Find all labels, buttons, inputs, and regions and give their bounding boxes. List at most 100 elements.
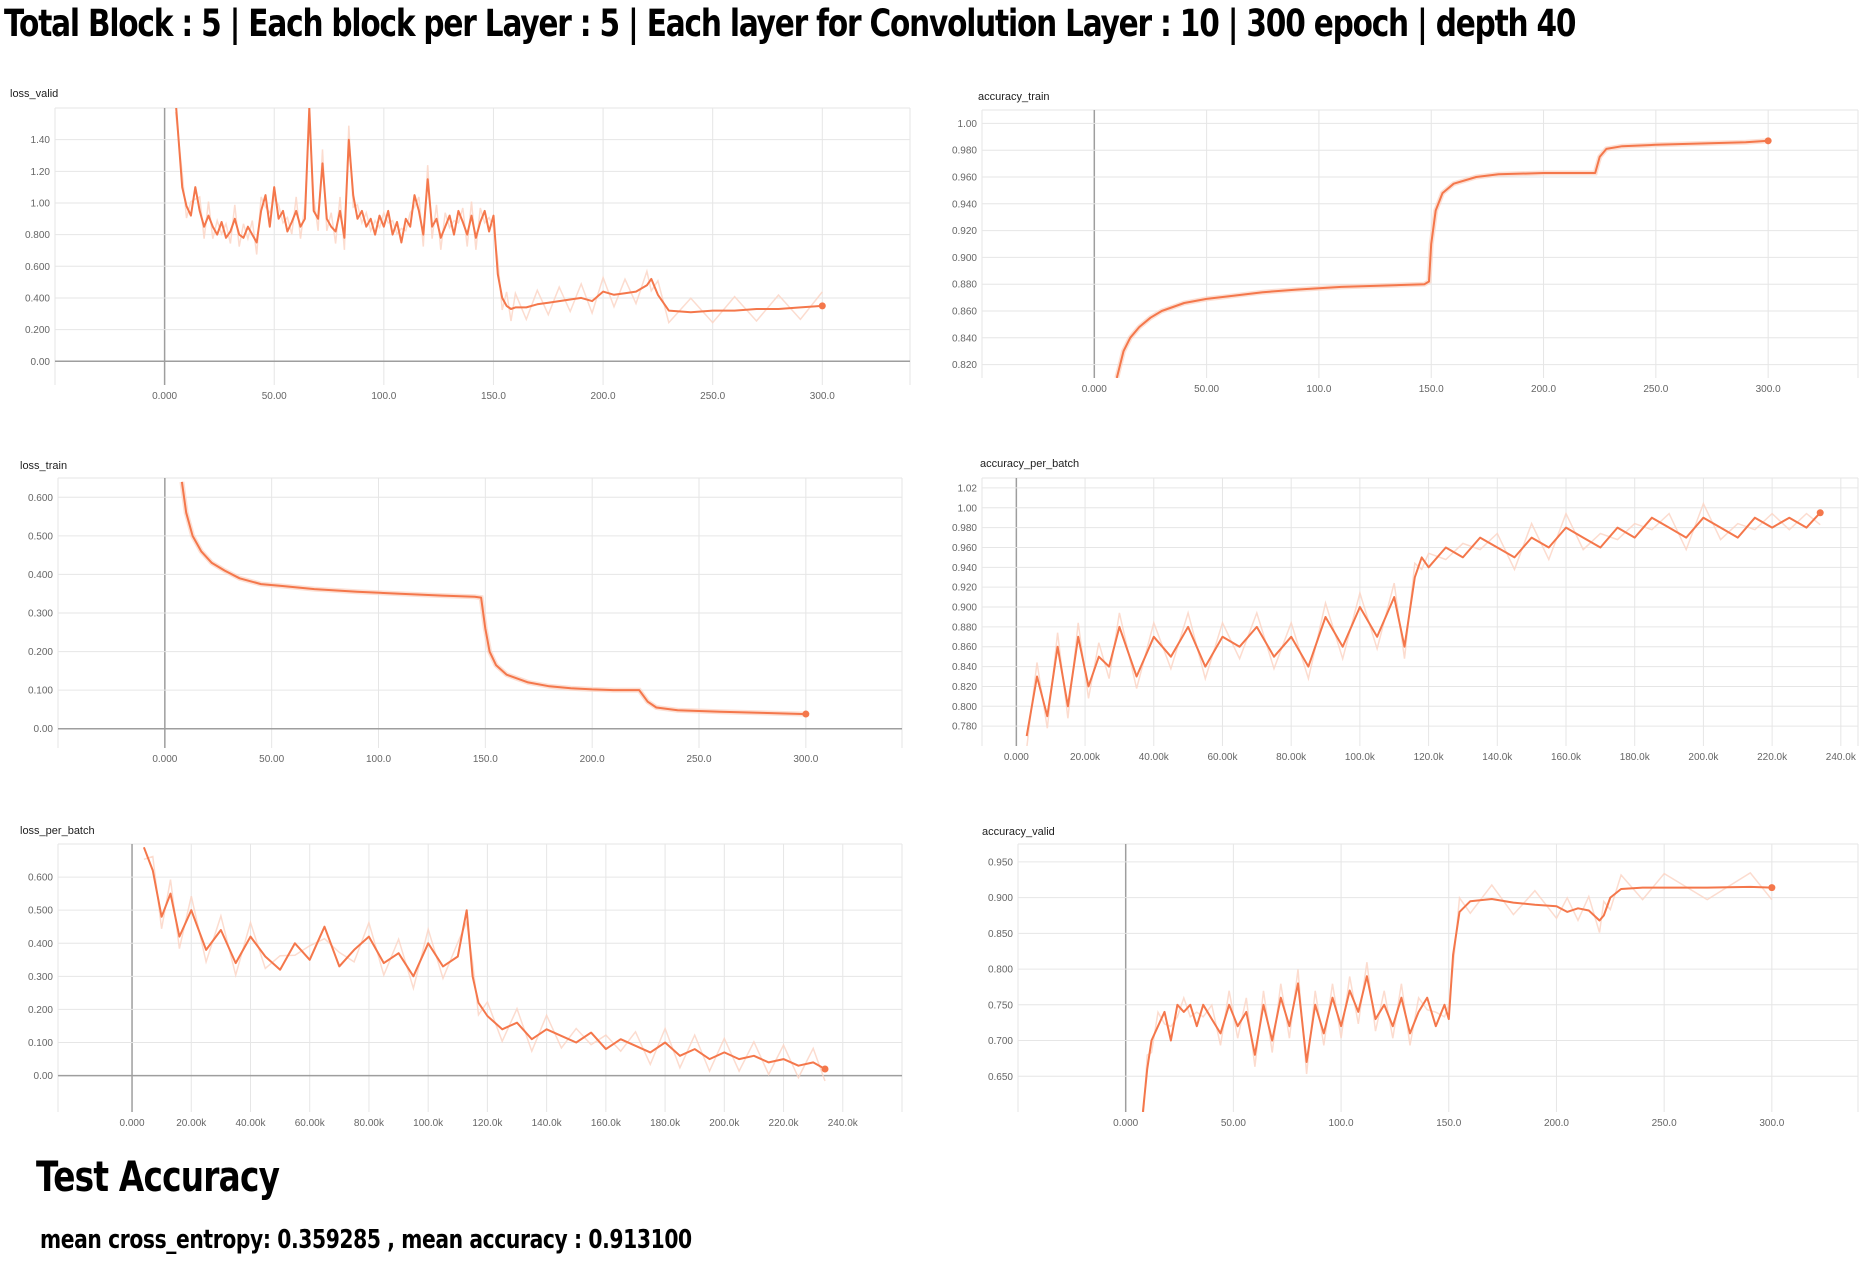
x-tick-label: 40.00k xyxy=(235,1118,266,1129)
series-line-raw xyxy=(1142,871,1773,1112)
series-end-point xyxy=(818,302,826,310)
y-tick-label: 0.100 xyxy=(28,1038,53,1049)
y-tick-label: 0.980 xyxy=(952,523,977,534)
y-tick-label: 0.00 xyxy=(34,724,54,735)
y-tick-label: 0.600 xyxy=(28,873,53,884)
y-tick-label: 0.500 xyxy=(28,906,53,917)
x-tick-label: 150.0 xyxy=(473,754,498,765)
y-tick-label: 0.200 xyxy=(28,1005,53,1016)
x-tick-label: 220.0k xyxy=(1757,752,1788,763)
x-tick-label: 60.00k xyxy=(1207,752,1238,763)
chart-label: accuracy_train xyxy=(978,91,1050,103)
y-tick-label: 0.840 xyxy=(952,333,977,344)
x-tick-label: 250.0 xyxy=(1652,1118,1677,1129)
x-tick-label: 100.0 xyxy=(1329,1118,1354,1129)
x-tick-label: 50.00 xyxy=(259,754,284,765)
x-tick-label: 200.0 xyxy=(580,754,605,765)
x-tick-label: 0.000 xyxy=(152,754,177,765)
x-tick-label: 180.0k xyxy=(650,1118,681,1129)
x-tick-label: 100.0k xyxy=(413,1118,444,1129)
y-tick-label: 0.800 xyxy=(988,965,1013,976)
series-line-raw xyxy=(1026,501,1821,746)
chart-label: loss_train xyxy=(20,460,68,472)
x-tick-label: 250.0 xyxy=(686,754,711,765)
y-tick-label: 0.940 xyxy=(952,199,977,210)
y-tick-label: 0.00 xyxy=(34,1071,54,1082)
y-tick-label: 0.300 xyxy=(28,609,53,620)
series-end-point xyxy=(1768,884,1776,892)
series-line xyxy=(1115,139,1769,378)
y-tick-label: 0.900 xyxy=(952,253,977,264)
series-line xyxy=(1141,885,1772,1112)
x-tick-label: 200.0 xyxy=(591,391,616,402)
y-tick-label: 0.850 xyxy=(988,929,1013,940)
x-tick-label: 60.00k xyxy=(295,1118,326,1129)
y-tick-label: 1.20 xyxy=(31,167,51,178)
x-tick-label: 240.0k xyxy=(1826,752,1857,763)
x-tick-label: 0.000 xyxy=(1082,384,1107,395)
x-tick-label: 100.0 xyxy=(1306,384,1331,395)
x-tick-label: 250.0 xyxy=(1643,384,1668,395)
y-tick-label: 0.400 xyxy=(28,570,53,581)
x-tick-label: 300.0 xyxy=(1756,384,1781,395)
x-tick-label: 0.000 xyxy=(152,391,177,402)
x-tick-label: 300.0 xyxy=(810,391,835,402)
test-accuracy-heading: Test Accuracy xyxy=(36,1152,280,1201)
x-tick-label: 100.0 xyxy=(366,754,391,765)
x-tick-label: 120.0k xyxy=(1414,752,1445,763)
x-tick-label: 0.000 xyxy=(120,1118,145,1129)
y-tick-label: 0.820 xyxy=(952,682,977,693)
chart-label: loss_per_batch xyxy=(20,825,95,837)
accuracy-valid-chart: 0.000 50.00 100.0 150.0 200.0 250.0 300.0 0.650… xyxy=(988,843,1859,1129)
y-tick-label: 0.00 xyxy=(31,357,51,368)
gridlines xyxy=(981,109,1859,378)
y-tick-label: 0.100 xyxy=(28,686,53,697)
y-tick-label: 0.600 xyxy=(25,262,50,273)
x-tick-label: 200.0k xyxy=(709,1118,740,1129)
y-tick-label: 0.400 xyxy=(28,939,53,950)
y-tick-label: 0.840 xyxy=(952,662,977,673)
x-tick-label: 160.0k xyxy=(591,1118,622,1129)
x-tick-label: 300.0 xyxy=(1759,1118,1784,1129)
x-tick-label: 50.00 xyxy=(1221,1118,1246,1129)
x-tick-label: 300.0 xyxy=(793,754,818,765)
series-line-raw xyxy=(143,855,826,1082)
y-tick-label: 0.400 xyxy=(25,293,50,304)
y-tick-label: 0.500 xyxy=(28,531,53,542)
y-tick-label: 0.700 xyxy=(988,1036,1013,1047)
series-end-point xyxy=(1764,137,1772,145)
x-tick-label: 200.0 xyxy=(1531,384,1556,395)
loss-per-batch-chart: 0.000 20.00k 40.00k 60.00k 80.00k 100.0k 120.0… xyxy=(28,843,903,1129)
series-line xyxy=(142,846,826,1070)
accuracy-train-chart: 0.000 50.00 100.0 150.0 200.0 250.0 300.0 0.820… xyxy=(952,109,1859,395)
chart-label: accuracy_per_batch xyxy=(980,458,1080,470)
y-tick-label: 0.950 xyxy=(988,857,1013,868)
loss-train-chart: 0.000 50.00 100.0 150.0 200.0 250.0 300.0 0.00 0… xyxy=(28,477,903,765)
series-end-point xyxy=(1816,509,1824,517)
y-tick-label: 0.880 xyxy=(952,280,977,291)
y-tick-label: 0.600 xyxy=(28,493,53,504)
gridlines xyxy=(57,477,903,748)
series-line xyxy=(1025,512,1821,737)
y-tick-label: 0.900 xyxy=(952,603,977,614)
x-tick-label: 200.0 xyxy=(1544,1118,1569,1129)
y-tick-label: 0.860 xyxy=(952,307,977,318)
x-tick-label: 100.0k xyxy=(1345,752,1376,763)
gridlines xyxy=(54,107,911,385)
x-tick-label: 0.000 xyxy=(1004,752,1029,763)
y-tick-label: 1.00 xyxy=(958,503,978,514)
y-tick-label: 0.980 xyxy=(952,146,977,157)
test-accuracy-result: mean cross_entropy: 0.359285 , mean accu… xyxy=(40,1225,692,1255)
x-tick-label: 150.0 xyxy=(1436,1118,1461,1129)
x-tick-label: 140.0k xyxy=(1482,752,1513,763)
y-tick-label: 0.800 xyxy=(25,230,50,241)
x-tick-label: 150.0 xyxy=(1419,384,1444,395)
y-tick-label: 0.920 xyxy=(952,226,977,237)
x-tick-label: 50.00 xyxy=(262,391,287,402)
gridlines xyxy=(1017,843,1859,1112)
gridlines xyxy=(57,843,903,1112)
chart-label: accuracy_valid xyxy=(982,826,1055,838)
loss-valid-chart: 0.000 50.00 100.0 150.0 200.0 250.0 300.0 0.00 0… xyxy=(25,107,911,402)
x-tick-label: 140.0k xyxy=(532,1118,563,1129)
y-tick-label: 0.960 xyxy=(952,173,977,184)
